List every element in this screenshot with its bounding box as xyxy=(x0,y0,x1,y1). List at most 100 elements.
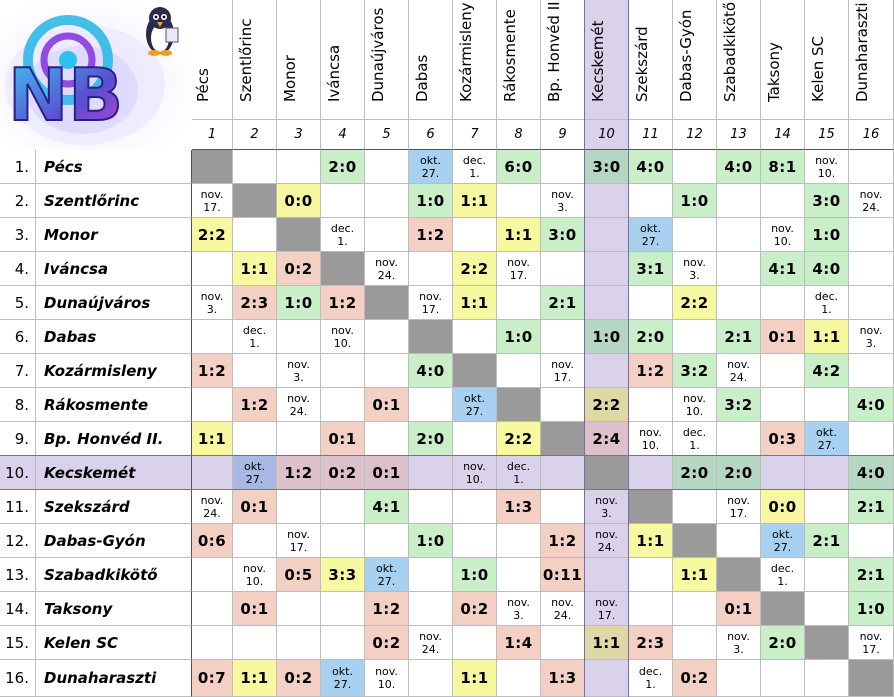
row-team-name: Rákosmente xyxy=(36,388,192,422)
result-cell: 1:1 xyxy=(805,320,849,354)
result-cell: 1:0 xyxy=(409,524,453,558)
result-cell: nov. 10. xyxy=(805,150,849,184)
result-cell: 1:0 xyxy=(277,286,321,320)
result-cell xyxy=(629,456,673,490)
row-number: 8. xyxy=(0,388,36,422)
result-cell xyxy=(497,558,541,592)
result-cell: okt. 27. xyxy=(761,524,805,558)
result-cell: okt. 27. xyxy=(629,218,673,252)
result-cell xyxy=(365,218,409,252)
result-cell xyxy=(321,184,365,218)
row-number: 11. xyxy=(0,490,36,524)
column-header-team: Pécs xyxy=(192,0,233,120)
column-number: 3 xyxy=(277,120,321,150)
result-cell: 3:3 xyxy=(321,558,365,592)
result-cell xyxy=(321,524,365,558)
row-number: 4. xyxy=(0,252,36,286)
result-cell: 4:1 xyxy=(365,490,409,524)
result-cell: 1:1 xyxy=(233,252,277,286)
result-cell: 2:0 xyxy=(673,456,717,490)
result-cell xyxy=(497,354,541,388)
result-cell xyxy=(277,422,321,456)
result-cell xyxy=(849,150,894,184)
result-cell xyxy=(717,184,761,218)
result-cell xyxy=(717,660,761,697)
result-cell: 2:2 xyxy=(192,218,233,252)
result-cell: 3:2 xyxy=(717,388,761,422)
diagonal-cell xyxy=(629,490,673,524)
result-cell: nov. 3. xyxy=(849,320,894,354)
result-cell xyxy=(849,286,894,320)
result-cell xyxy=(453,524,497,558)
column-header-team: Szekszárd xyxy=(629,0,673,120)
result-cell xyxy=(497,660,541,697)
result-cell: 4:0 xyxy=(849,388,894,422)
column-number: 4 xyxy=(321,120,365,150)
result-cell: 1:0 xyxy=(409,184,453,218)
result-cell: 2:0 xyxy=(629,320,673,354)
result-cell: 4:0 xyxy=(849,456,894,490)
result-cell xyxy=(717,252,761,286)
result-cell xyxy=(541,388,585,422)
result-cell xyxy=(629,388,673,422)
column-header-team: Dabas xyxy=(409,0,453,120)
row-team-name: Szentlőrinc xyxy=(36,184,192,218)
result-cell: 3:2 xyxy=(673,354,717,388)
column-number: 1 xyxy=(192,120,233,150)
result-cell: dec. 1. xyxy=(321,218,365,252)
result-cell xyxy=(192,320,233,354)
result-cell xyxy=(717,524,761,558)
result-cell xyxy=(277,150,321,184)
column-number: 11 xyxy=(629,120,673,150)
row-number: 2. xyxy=(0,184,36,218)
nb-logo-icon: NB xyxy=(0,0,192,150)
result-cell: 2:0 xyxy=(761,626,805,660)
result-cell xyxy=(233,626,277,660)
diagonal-cell xyxy=(717,558,761,592)
result-cell xyxy=(365,524,409,558)
result-cell xyxy=(673,490,717,524)
result-cell xyxy=(192,456,233,490)
result-cell: 1:0 xyxy=(453,558,497,592)
result-cell: nov. 10. xyxy=(761,218,805,252)
result-cell xyxy=(277,320,321,354)
result-cell xyxy=(409,558,453,592)
result-cell xyxy=(805,490,849,524)
result-cell: 3:0 xyxy=(541,218,585,252)
column-header-label: Kelen SC xyxy=(808,36,827,102)
column-header-team: Szentlőrinc xyxy=(233,0,277,120)
result-cell: 1:0 xyxy=(849,592,894,626)
result-cell: 1:1 xyxy=(673,558,717,592)
column-number: 12 xyxy=(673,120,717,150)
result-cell: 0:7 xyxy=(192,660,233,697)
result-cell: 2:1 xyxy=(849,558,894,592)
column-header-label: Dunaharaszti xyxy=(853,2,871,102)
result-cell: 0:2 xyxy=(277,252,321,286)
result-cell xyxy=(321,388,365,422)
result-cell xyxy=(761,660,805,697)
result-cell: nov. 24. xyxy=(849,184,894,218)
result-cell: 1:2 xyxy=(277,456,321,490)
result-cell xyxy=(453,320,497,354)
result-cell: 1:1 xyxy=(453,184,497,218)
result-cell: dec. 1. xyxy=(497,456,541,490)
result-cell: 4:0 xyxy=(717,150,761,184)
column-number: 10 xyxy=(585,120,629,150)
result-cell xyxy=(629,592,673,626)
diagonal-cell xyxy=(849,660,894,697)
result-cell: nov. 3. xyxy=(541,184,585,218)
column-number: 15 xyxy=(805,120,849,150)
result-cell xyxy=(805,592,849,626)
diagonal-cell xyxy=(761,592,805,626)
result-cell: nov. 3. xyxy=(717,626,761,660)
column-header-team: Bp. Honvéd II. xyxy=(541,0,585,120)
result-cell: dec. 1. xyxy=(805,286,849,320)
result-cell: okt. 27. xyxy=(365,558,409,592)
result-cell: dec. 1. xyxy=(673,422,717,456)
result-cell: 1:3 xyxy=(497,490,541,524)
result-cell: dec. 1. xyxy=(453,150,497,184)
result-cell xyxy=(453,490,497,524)
column-header-label: Szekszárd xyxy=(632,26,651,102)
row-team-name: Monor xyxy=(36,218,192,252)
